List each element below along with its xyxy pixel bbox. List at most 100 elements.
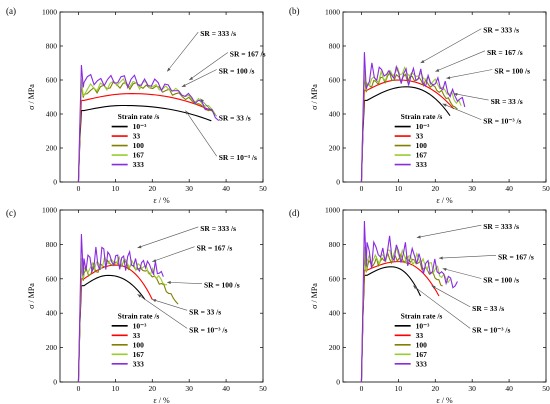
y-tick-label: 1000 [42, 8, 57, 17]
y-tick-label: 200 [46, 343, 58, 352]
annotation-label: SR = 10⁻³ /s [189, 325, 227, 334]
series-group [77, 64, 220, 182]
x-axis-label: ε / % [436, 396, 453, 404]
y-tick-label: 800 [329, 42, 341, 51]
legend-entry: 167 [416, 350, 428, 359]
annotation-arrowhead [413, 285, 418, 290]
annotation-arrowhead [152, 259, 157, 263]
annotation-arrowhead [189, 76, 194, 80]
legend-entry: 333 [133, 359, 145, 368]
annotation-arrow [442, 103, 482, 120]
annotation-label: SR = 333 /s [483, 222, 519, 231]
series-line-333 [360, 52, 466, 182]
panel-c: (c) 0 10 20 30 40 50 0 200 400 600 800 1000 ε / % σ / … [6, 206, 267, 404]
annotation-label: SR = 10⁻³ /s [483, 117, 521, 126]
legend-entry: 100 [416, 340, 428, 349]
y-tick-label: 800 [46, 42, 58, 51]
y-tick-label: 600 [329, 274, 341, 283]
panel-label: (d) [289, 208, 300, 218]
panel-a: (a) 0 10 20 30 40 50 0 200 400 600 800 1000 ε / % σ / … [6, 6, 267, 205]
x-tick-label: 0 [77, 384, 81, 393]
series-line-333 [77, 234, 164, 382]
legend-entry: 100 [133, 141, 145, 150]
annotation-arrow [435, 50, 486, 72]
annotation-arrowhead [167, 281, 171, 285]
x-tick-label: 30 [185, 384, 193, 393]
annotation-label: SR = 33 /s [491, 97, 523, 106]
annotation-arrow [453, 93, 489, 101]
annotation-arrow [137, 294, 188, 329]
legend-entry: 333 [416, 359, 428, 368]
annotation-arrow [200, 98, 217, 117]
annotation-arrow [438, 255, 497, 259]
annotation-arrow [189, 52, 228, 81]
annotation-label: SR = 100 /s [483, 276, 519, 285]
annotation-arrowhead [181, 83, 186, 87]
panel-label: (b) [289, 6, 300, 16]
annotation-arrowhead [137, 245, 142, 249]
x-tick-label: 30 [468, 184, 476, 193]
annotation-arrow [185, 110, 217, 157]
legend-entry: 10⁻³ [416, 122, 430, 131]
annotation-arrowhead [137, 294, 142, 298]
annotation-arrowhead [185, 110, 189, 115]
y-tick-label: 400 [46, 309, 58, 318]
series-line-10⁻³ [360, 86, 451, 182]
plot-frame [59, 11, 264, 183]
series-group [360, 220, 458, 382]
legend-entry: 33 [416, 331, 424, 340]
y-tick-label: 0 [336, 378, 340, 387]
annotation-arrowhead [438, 256, 443, 260]
annotation-arrow [412, 285, 471, 329]
annotation-label: SR = 333 /s [200, 224, 236, 233]
y-tick-label: 400 [329, 110, 341, 119]
series-line-333 [360, 220, 458, 382]
legend-entry: 333 [416, 160, 428, 169]
legend-title: Strain rate /s [118, 112, 160, 121]
series-line-10⁻³ [77, 274, 146, 382]
annotation-label: SR = 167 /s [498, 252, 534, 261]
annotation-arrow [152, 246, 195, 262]
y-tick-label: 0 [53, 178, 57, 187]
annotation-arrowhead [431, 285, 436, 289]
annotation-arrow [167, 281, 202, 284]
annotation-arrow [137, 226, 199, 249]
annotation-arrow [166, 31, 199, 72]
x-tick-label: 0 [360, 184, 364, 193]
panel-label: (c) [6, 208, 16, 218]
y-axis-label: σ / MPa [310, 283, 319, 309]
series-line-100 [77, 259, 179, 382]
annotation-arrow [416, 224, 482, 238]
series-line-333 [77, 64, 220, 182]
panel-label: (a) [6, 6, 16, 16]
x-tick-label: 20 [432, 184, 440, 193]
legend-entry: 167 [133, 151, 145, 160]
x-tick-label: 50 [259, 184, 267, 193]
legend-entry: 10⁻³ [416, 321, 430, 330]
annotation-label: SR = 333 /s [200, 29, 236, 38]
legend-entry: 100 [416, 141, 428, 150]
annotation-arrowhead [453, 92, 458, 96]
y-tick-label: 1000 [42, 206, 57, 215]
x-tick-label: 0 [77, 184, 81, 193]
legend-entry: 10⁻³ [133, 321, 147, 330]
x-tick-label: 50 [542, 184, 550, 193]
y-tick-label: 0 [336, 178, 340, 187]
annotation-arrowhead [152, 299, 157, 303]
annotation-label: SR = 167 /s [230, 50, 266, 59]
series-group [77, 234, 179, 382]
y-tick-label: 200 [46, 144, 58, 153]
x-axis-label: ε / % [153, 196, 170, 205]
x-axis-label: ε / % [153, 396, 170, 404]
x-tick-label: 40 [505, 384, 513, 393]
legend-entry: 167 [416, 151, 428, 160]
x-tick-label: 10 [112, 384, 120, 393]
x-tick-label: 10 [395, 384, 403, 393]
x-tick-label: 40 [222, 384, 230, 393]
legend-entry: 100 [133, 340, 145, 349]
legend-title: Strain rate /s [118, 311, 160, 320]
annotation-label: SR = 100 /s [494, 67, 530, 76]
legend-entry: 333 [133, 160, 145, 169]
x-tick-label: 10 [395, 184, 403, 193]
series-line-33 [360, 79, 455, 182]
